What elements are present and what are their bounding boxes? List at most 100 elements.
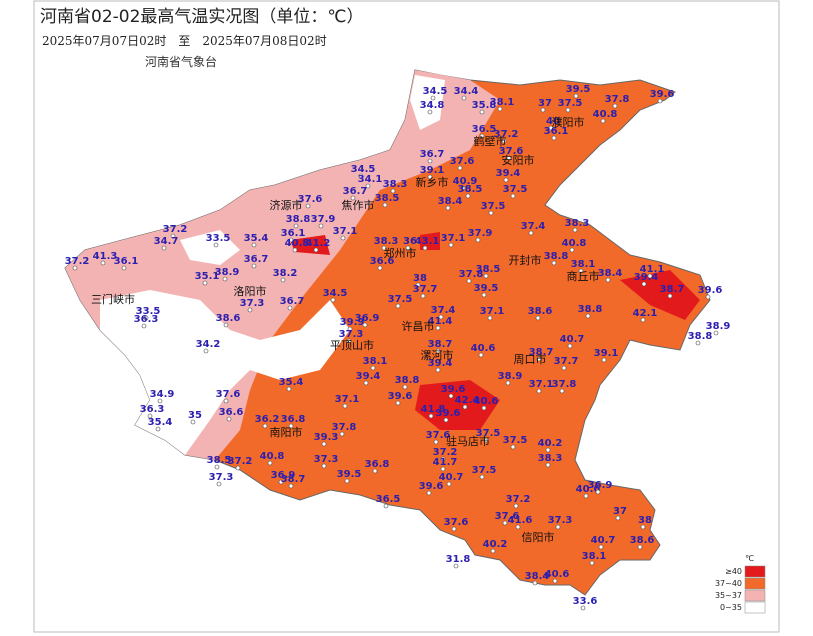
station-value: 37.6 (298, 194, 323, 205)
station-dot (346, 338, 352, 344)
station-dot (510, 193, 516, 199)
station-dot (247, 307, 253, 313)
legend-swatch (744, 601, 766, 614)
station-value: 34.8 (420, 100, 445, 111)
city-label: 郑州市 (384, 246, 417, 260)
station-value: 36.6 (370, 256, 395, 267)
station-value: 40.8 (285, 238, 310, 249)
station-value: 41.6 (508, 515, 533, 526)
station-value: 40.2 (538, 438, 563, 449)
station-value: 37.9 (468, 228, 493, 239)
station-value: 38.7 (281, 474, 306, 485)
station-dot (451, 526, 457, 532)
station-dot (481, 292, 487, 298)
station-value: 37.5 (472, 465, 497, 476)
legend-swatch (744, 589, 766, 602)
station-dot (402, 384, 408, 390)
station-value: 37.8 (552, 379, 577, 390)
station-dot (640, 317, 646, 323)
station-value: 34.5 (351, 164, 376, 175)
station-value: 38.6 (216, 313, 241, 324)
station-value: 37.9 (311, 214, 336, 225)
station-value: 38.1 (490, 97, 515, 108)
station-value: 37.1 (335, 394, 360, 405)
station-value: 36.7 (343, 186, 368, 197)
station-dot (226, 416, 232, 422)
station-value: 37.6 (444, 517, 469, 528)
station-dot (612, 103, 618, 109)
station-dot (555, 524, 561, 530)
station-dot (350, 195, 356, 201)
station-dot (362, 322, 368, 328)
station-value: 39.6 (388, 391, 413, 402)
station-dot (381, 245, 387, 251)
station-value: 36.1 (114, 256, 139, 267)
legend: ℃≥40 37~40 35~37 0~35 (715, 554, 766, 614)
station-value: 38.8 (578, 304, 603, 315)
station-value: 40.2 (483, 539, 508, 550)
station-dot (235, 465, 241, 471)
station-value: 42.4 (455, 395, 480, 406)
station-value: 40.8 (562, 238, 587, 249)
station-value: 37.1 (441, 233, 466, 244)
station-value: 36.7 (280, 296, 305, 307)
station-value: 37.2 (433, 447, 458, 458)
station-value: 39.5 (337, 469, 362, 480)
station-dot (446, 481, 452, 487)
station-value: 40.6 (471, 343, 496, 354)
legend-label: 37~40 (715, 579, 742, 588)
station-dot (223, 398, 229, 404)
station-dot (203, 348, 209, 354)
station-value: 36.3 (134, 314, 159, 325)
station-value: 38.6 (630, 535, 655, 546)
station-value: 38.3 (538, 453, 563, 464)
station-dot (347, 326, 353, 332)
station-value: 38.3 (374, 236, 399, 247)
station-dot (595, 489, 601, 495)
station-dot (365, 183, 371, 189)
station-value: 37.6 (499, 146, 524, 157)
agency: 河南省气象台 (145, 54, 217, 69)
station-value: 37.8 (459, 269, 484, 280)
city-label: 平顶山市 (330, 338, 374, 352)
station-dot (565, 107, 571, 113)
station-dot (440, 466, 446, 472)
station-value: 38.8 (286, 214, 311, 225)
station-dot (292, 247, 298, 253)
station-dot (358, 173, 364, 179)
station-dot (155, 426, 161, 432)
station-value: 38.7 (428, 339, 453, 350)
station-value: 38.7 (660, 284, 685, 295)
station-value: 36.9 (355, 313, 380, 324)
station-value: 34.5 (423, 86, 448, 97)
station-dot (440, 456, 446, 462)
station-dot (280, 277, 286, 283)
station-dot (395, 400, 401, 406)
station-value: 34.4 (454, 86, 479, 97)
station-value: 35 (188, 410, 202, 421)
station-dot (545, 462, 551, 468)
station-dot (490, 548, 496, 554)
station-dot (497, 106, 503, 112)
station-dot (479, 109, 485, 115)
station-dot (600, 118, 606, 124)
station-dot (157, 398, 163, 404)
station-dot (141, 323, 147, 329)
station-dot (445, 205, 451, 211)
station-value: 34.9 (150, 389, 175, 400)
station-value: 38.5 (458, 184, 483, 195)
station-value: 36.7 (244, 254, 269, 265)
city-label: 安阳市 (502, 153, 535, 167)
station-dot (479, 474, 485, 480)
city-label: 鹤壁市 (474, 134, 507, 148)
station-dot (251, 263, 257, 269)
legend-swatch (744, 577, 766, 590)
station-dot (502, 520, 508, 526)
station-dot (213, 242, 219, 248)
station-value: 37.1 (480, 306, 505, 317)
station-dot (370, 365, 376, 371)
station-dot (475, 237, 481, 243)
station-value: 34.5 (323, 288, 348, 299)
station-value: 39.4 (428, 358, 453, 369)
station-value: 37.2 (506, 494, 531, 505)
